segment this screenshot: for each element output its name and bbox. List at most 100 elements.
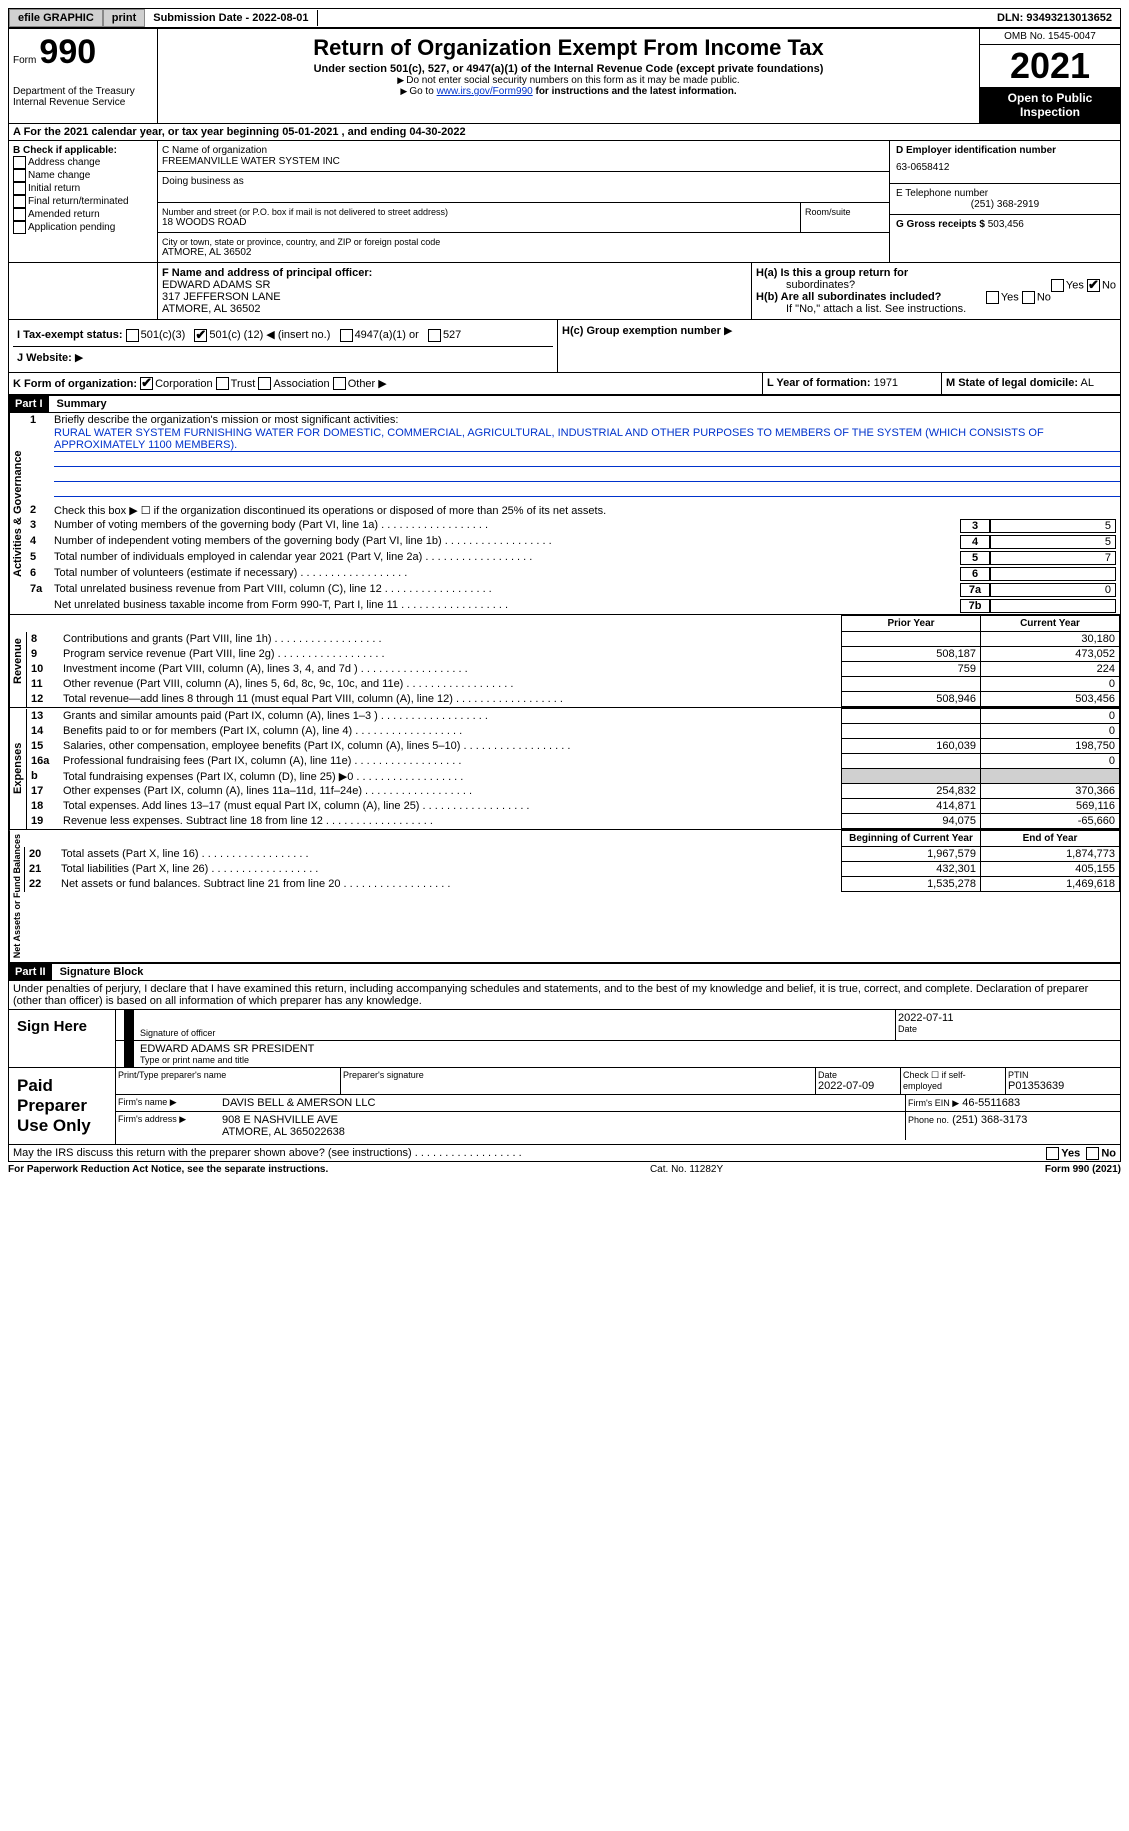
- form-word: Form: [13, 55, 36, 66]
- activities-section: Activities & Governance 1 Briefly descri…: [8, 413, 1121, 615]
- chk-final-return[interactable]: Final return/terminated: [13, 195, 153, 208]
- chk-corp[interactable]: [140, 377, 153, 390]
- chk-app-pending[interactable]: Application pending: [13, 221, 153, 234]
- irs-label: Internal Revenue Service: [13, 97, 153, 108]
- discuss-row: May the IRS discuss this return with the…: [8, 1145, 1121, 1162]
- section-b-label: B Check if applicable:: [13, 145, 117, 156]
- phone-label: E Telephone number: [896, 188, 1114, 199]
- hb-yes[interactable]: [986, 291, 999, 304]
- ein-label: D Employer identification number: [896, 145, 1056, 156]
- firm-addr2: ATMORE, AL 365022638: [222, 1126, 903, 1138]
- line1-label: Briefly describe the organization's miss…: [54, 414, 1116, 426]
- street-address: 18 WOODS ROAD: [162, 217, 796, 228]
- discuss-text: May the IRS discuss this return with the…: [13, 1147, 412, 1159]
- gross-value: 503,456: [988, 219, 1024, 230]
- ha-no[interactable]: [1087, 279, 1100, 292]
- table-row: 10 Investment income (Part VIII, column …: [27, 662, 1120, 677]
- dln-label: DLN: 93493213013652: [989, 10, 1120, 26]
- table-row: 15 Salaries, other compensation, employe…: [27, 739, 1120, 754]
- city-label: City or town, state or province, country…: [162, 237, 885, 247]
- form-title: Return of Organization Exempt From Incom…: [162, 35, 975, 61]
- tax-status-label: I Tax-exempt status:: [17, 329, 123, 341]
- dept-treasury: Department of the Treasury: [13, 86, 153, 97]
- domicile: AL: [1080, 377, 1093, 389]
- revenue-section: Revenue Prior Year Current Year 8 Contri…: [8, 615, 1121, 708]
- gross-label: G Gross receipts $: [896, 219, 985, 230]
- chk-501c3[interactable]: [126, 329, 139, 342]
- summary-line: 5Total number of individuals employed in…: [26, 550, 1120, 566]
- officer-addr1: 317 JEFFERSON LANE: [162, 291, 281, 303]
- chk-other[interactable]: [333, 377, 346, 390]
- goto-suffix: for instructions and the latest informat…: [535, 86, 736, 97]
- vert-activities: Activities & Governance: [9, 413, 26, 614]
- firm-addr1: 908 E NASHVILLE AVE: [222, 1114, 903, 1126]
- firm-phone: (251) 368-3173: [952, 1114, 1027, 1126]
- summary-line: Net unrelated business taxable income fr…: [26, 598, 1120, 614]
- chk-4947[interactable]: [340, 329, 353, 342]
- line2-text: Check this box ▶ ☐ if the organization d…: [54, 504, 1116, 517]
- submission-date: Submission Date - 2022-08-01: [145, 10, 317, 26]
- revenue-table: Prior Year Current Year 8 Contributions …: [26, 615, 1120, 707]
- form990-link[interactable]: www.irs.gov/Form990: [437, 86, 533, 97]
- print-button[interactable]: print: [103, 9, 145, 27]
- cat-no: Cat. No. 11282Y: [650, 1164, 723, 1175]
- officer-addr2: ATMORE, AL 36502: [162, 303, 260, 315]
- dba-label: Doing business as: [162, 176, 885, 187]
- discuss-yes[interactable]: [1046, 1147, 1059, 1160]
- chk-assoc[interactable]: [258, 377, 271, 390]
- paid-preparer-label: Paid Preparer Use Only: [9, 1068, 116, 1144]
- ha-yes[interactable]: [1051, 279, 1064, 292]
- part2-header-row: Part II Signature Block: [8, 963, 1121, 981]
- expenses-table: 13 Grants and similar amounts paid (Part…: [26, 708, 1120, 829]
- open-inspection: Open to Public Inspection: [980, 87, 1120, 123]
- chk-trust[interactable]: [216, 377, 229, 390]
- netassets-table: Beginning of Current Year End of Year 20…: [24, 830, 1120, 892]
- page-footer: For Paperwork Reduction Act Notice, see …: [8, 1162, 1121, 1177]
- col-end: End of Year: [981, 831, 1120, 847]
- vert-expenses: Expenses: [9, 708, 26, 829]
- firm-phone-label: Phone no.: [908, 1115, 949, 1125]
- year-formation-label: L Year of formation:: [767, 377, 871, 389]
- expenses-section: Expenses 13 Grants and similar amounts p…: [8, 708, 1121, 830]
- table-row: 22 Net assets or fund balances. Subtract…: [25, 877, 1120, 892]
- chk-527[interactable]: [428, 329, 441, 342]
- ein-value: 63-0658412: [896, 156, 1114, 179]
- tax-status-row: I Tax-exempt status: 501(c)(3) 501(c) (1…: [8, 320, 1121, 373]
- vert-netassets: Net Assets or Fund Balances: [9, 830, 24, 962]
- chk-amended-return[interactable]: Amended return: [13, 208, 153, 221]
- hb-label: H(b) Are all subordinates included?: [756, 291, 941, 303]
- prep-date-label: Date: [818, 1070, 898, 1080]
- discuss-no[interactable]: [1086, 1147, 1099, 1160]
- hb-note: If "No," attach a list. See instructions…: [756, 303, 1116, 315]
- summary-line: 3Number of voting members of the governi…: [26, 518, 1120, 534]
- summary-line: 7aTotal unrelated business revenue from …: [26, 582, 1120, 598]
- chk-name-change[interactable]: Name change: [13, 169, 153, 182]
- netassets-section: Net Assets or Fund Balances Beginning of…: [8, 830, 1121, 963]
- paperwork-notice: For Paperwork Reduction Act Notice, see …: [8, 1164, 328, 1175]
- chk-501c[interactable]: [194, 329, 207, 342]
- part1-title: Summary: [49, 396, 115, 412]
- table-row: 18 Total expenses. Add lines 13–17 (must…: [27, 799, 1120, 814]
- table-row: 17 Other expenses (Part IX, column (A), …: [27, 784, 1120, 799]
- hb-no[interactable]: [1022, 291, 1035, 304]
- self-employed-check[interactable]: Check ☐ if self-employed: [901, 1068, 1006, 1094]
- table-row: 21 Total liabilities (Part X, line 26) 4…: [25, 862, 1120, 877]
- part2-badge: Part II: [9, 964, 52, 980]
- website-label: J Website:: [17, 352, 72, 364]
- prep-sig-label: Preparer's signature: [343, 1070, 813, 1080]
- chk-address-change[interactable]: Address change: [13, 156, 153, 169]
- ssn-note: Do not enter social security numbers on …: [162, 75, 975, 86]
- sig-date-label: Date: [898, 1024, 1118, 1034]
- mission-text: RURAL WATER SYSTEM FURNISHING WATER FOR …: [54, 427, 1120, 452]
- ptin-val: P01353639: [1008, 1080, 1118, 1092]
- tax-year: 2021: [980, 45, 1120, 87]
- org-name-label: C Name of organization: [162, 145, 885, 156]
- part1-header-row: Part I Summary: [8, 395, 1121, 413]
- omb-number: OMB No. 1545-0047: [980, 29, 1120, 45]
- entity-info-block: B Check if applicable: Address change Na…: [8, 140, 1121, 263]
- table-row: 20 Total assets (Part X, line 16) 1,967,…: [25, 847, 1120, 862]
- street-label: Number and street (or P.O. box if mail i…: [162, 207, 796, 217]
- table-row: 11 Other revenue (Part VIII, column (A),…: [27, 677, 1120, 692]
- klm-row: K Form of organization: Corporation Trus…: [8, 373, 1121, 396]
- chk-initial-return[interactable]: Initial return: [13, 182, 153, 195]
